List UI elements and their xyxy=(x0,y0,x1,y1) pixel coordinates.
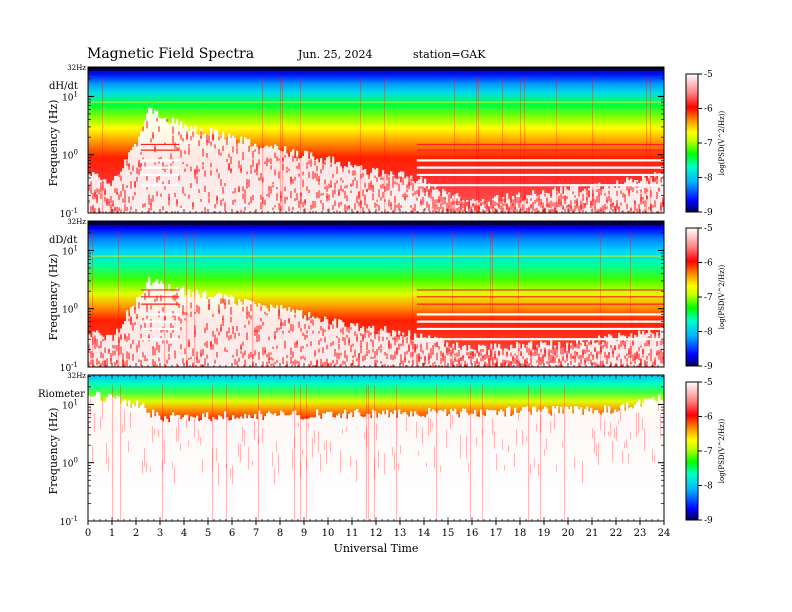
x-tick-label: 2 xyxy=(133,528,139,539)
x-tick-label: 6 xyxy=(229,528,235,539)
colorbar-tick-label: -6 xyxy=(704,413,713,423)
colorbar-label: log(PSD(V^2/Hz)) xyxy=(718,110,726,175)
x-tick-label: 23 xyxy=(634,528,647,539)
y-tick-label: 101 xyxy=(62,90,78,103)
x-tick-label: 8 xyxy=(277,528,283,539)
x-tick-label: 19 xyxy=(538,528,551,539)
colorbar xyxy=(685,73,699,213)
panel-label: dH/dt xyxy=(49,81,78,92)
colorbar-tick-label: -9 xyxy=(704,362,713,372)
spectrogram-panel-2: 32Hz dD/dt Frequency (Hz)101 100 10-1 -5 -6 -7 -… xyxy=(47,218,726,374)
x-tick-label: 9 xyxy=(301,528,307,539)
x-tick-label: 21 xyxy=(586,528,599,539)
panel-label: dD/dt xyxy=(49,235,77,246)
colorbar-label: log(PSD(V^2/Hz)) xyxy=(718,264,726,329)
x-tick-label: 10 xyxy=(322,528,335,539)
colorbar xyxy=(685,381,699,521)
x-tick-label: 24 xyxy=(658,528,671,539)
x-tick-label: 16 xyxy=(466,528,479,539)
colorbar xyxy=(685,227,699,367)
colorbar-tick-label: -5 xyxy=(704,224,713,234)
y-tick-label: 100 xyxy=(62,457,78,470)
y-axis-label: Frequency (Hz) xyxy=(47,408,60,495)
top-frequency-label: 32Hz xyxy=(67,218,86,226)
y-tick-label: 10-1 xyxy=(60,361,78,374)
x-tick-label: 15 xyxy=(442,528,455,539)
x-tick-label: 1 xyxy=(109,528,115,539)
y-tick-label: 101 xyxy=(62,244,78,257)
colorbar-tick-label: -8 xyxy=(704,174,713,184)
x-tick-label: 0 xyxy=(85,528,91,539)
top-frequency-label: 32Hz xyxy=(67,64,86,72)
x-tick-label: 5 xyxy=(205,528,211,539)
x-axis: 0 1 2 3 4 5 6 7 8 9 10 11 12 13 14 15 16 17 18 19 20 21 22 23 24… xyxy=(85,521,671,555)
x-tick-label: 22 xyxy=(610,528,623,539)
date-label: Jun. 25, 2024 xyxy=(298,48,373,61)
y-tick-label: 101 xyxy=(62,398,78,411)
x-tick-label: 17 xyxy=(490,528,503,539)
x-tick-label: 14 xyxy=(418,528,431,539)
y-tick-label: 10-1 xyxy=(60,207,78,220)
colorbar-label: log(PSD(V^2/Hz)) xyxy=(718,418,726,483)
x-tick-label: 12 xyxy=(370,528,383,539)
colorbar-tick-label: -5 xyxy=(704,378,713,388)
spectrogram-panel-1: 32Hz dH/dt Frequency (Hz)101 100 10-1 -5 -6 -7 -… xyxy=(47,64,726,220)
x-tick-label: 18 xyxy=(514,528,527,539)
colorbar-tick-label: -6 xyxy=(704,105,713,115)
y-tick-label: 100 xyxy=(62,149,78,162)
x-axis-label: Universal Time xyxy=(334,542,419,555)
x-tick-label: 4 xyxy=(181,528,187,539)
x-tick-label: 13 xyxy=(394,528,407,539)
colorbar-tick-label: -9 xyxy=(704,516,713,526)
colorbar-tick-label: -7 xyxy=(704,447,713,457)
top-frequency-label: 32Hz xyxy=(67,372,86,380)
x-tick-label: 3 xyxy=(157,528,163,539)
x-tick-label: 11 xyxy=(346,528,359,539)
station-label: station=GAK xyxy=(413,48,486,61)
colorbar-tick-label: -7 xyxy=(704,293,713,303)
x-tick-label: 7 xyxy=(253,528,259,539)
y-axis-label: Frequency (Hz) xyxy=(47,100,60,187)
spectrogram-panel-3: 32Hz Riometer Frequency (Hz)101 100 10-1 -5 -6… xyxy=(38,372,726,528)
colorbar-tick-label: -7 xyxy=(704,139,713,149)
panel-label: Riometer xyxy=(38,389,85,400)
y-axis-label: Frequency (Hz) xyxy=(47,254,60,341)
y-tick-label: 100 xyxy=(62,303,78,316)
colorbar-tick-label: -8 xyxy=(704,482,713,492)
colorbar-tick-label: -6 xyxy=(704,259,713,269)
colorbar-tick-label: -5 xyxy=(704,70,713,80)
y-tick-label: 10-1 xyxy=(60,515,78,528)
colorbar-tick-label: -9 xyxy=(704,208,713,218)
colorbar-tick-label: -8 xyxy=(704,328,713,338)
chart-title: Magnetic Field Spectra xyxy=(87,46,255,62)
x-tick-label: 20 xyxy=(562,528,575,539)
